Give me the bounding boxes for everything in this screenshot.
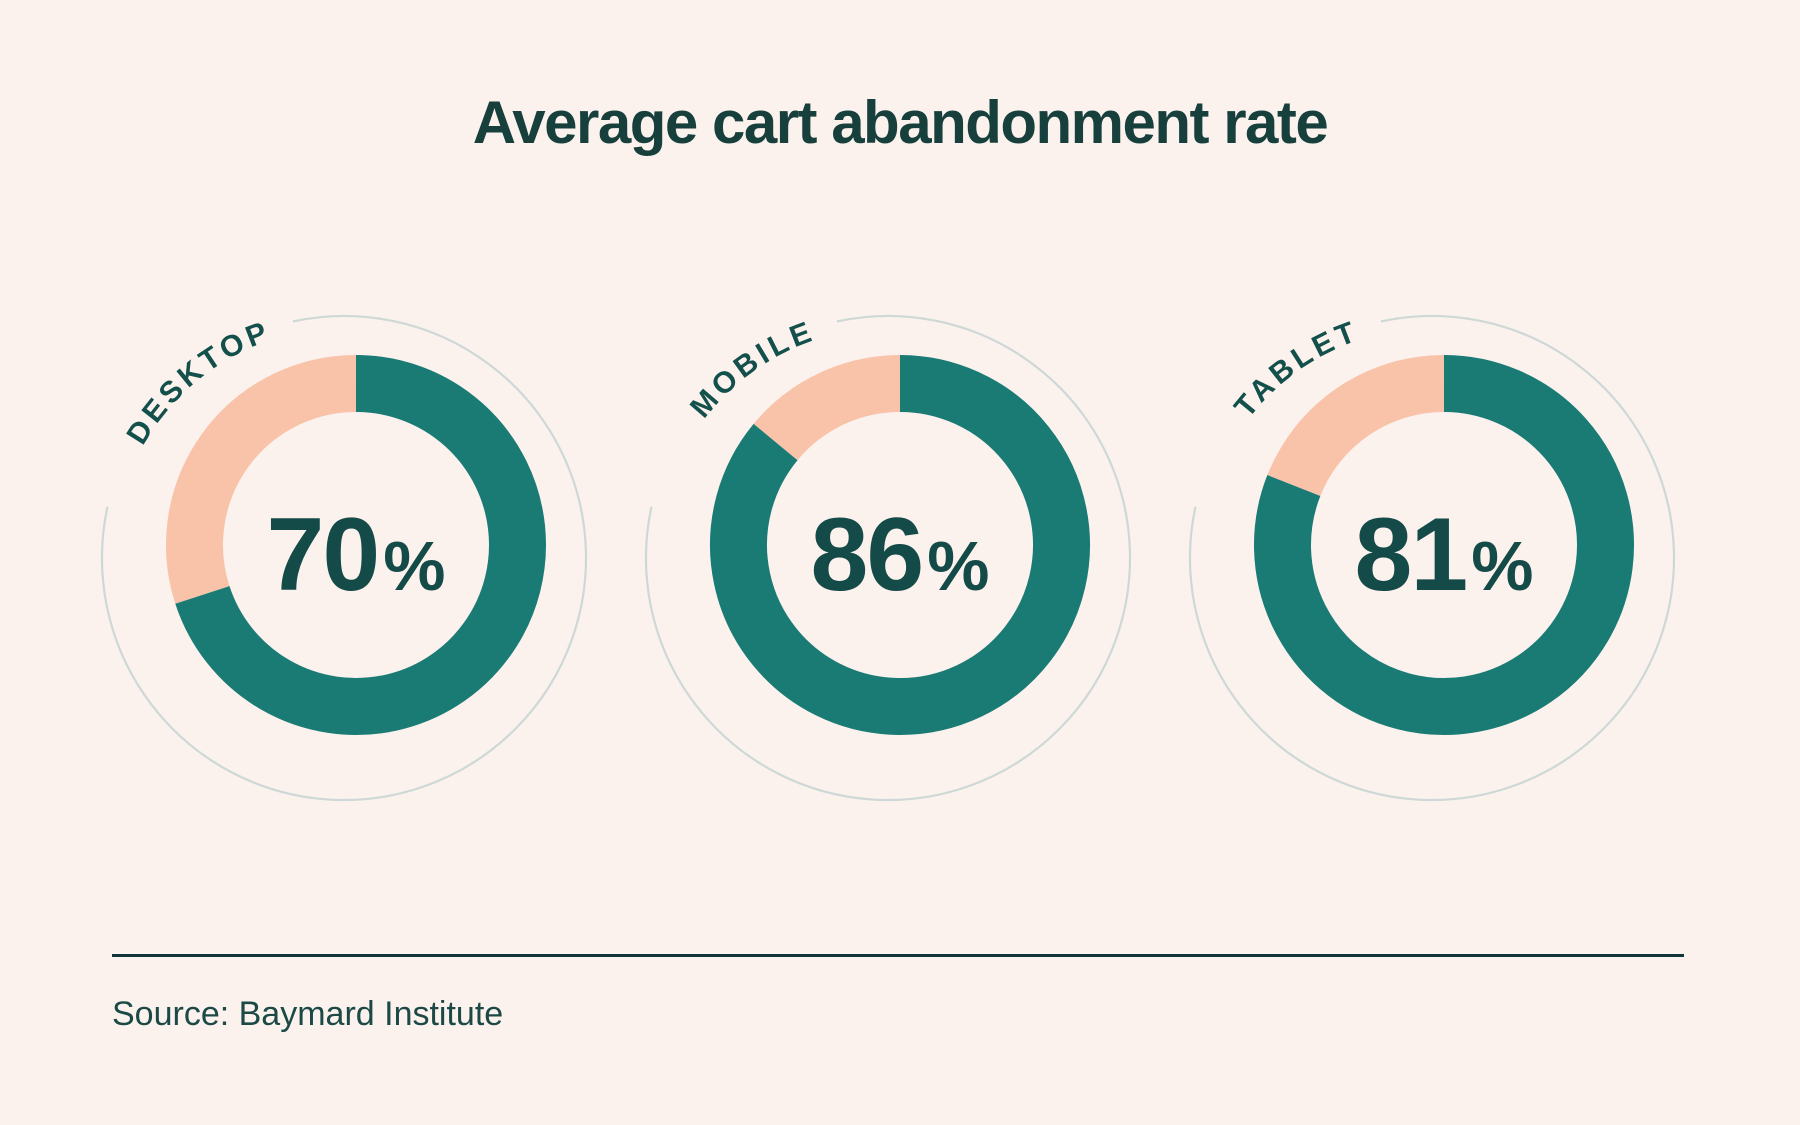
donut-value-text: 86% bbox=[811, 497, 990, 613]
donut-value-text: 81% bbox=[1355, 497, 1534, 613]
donut-value-text: 70% bbox=[267, 497, 446, 613]
donut-value-arc bbox=[175, 355, 546, 735]
donut-remainder-arc bbox=[1267, 355, 1445, 497]
donut-chart-desktop: 70% DESKTOP bbox=[100, 314, 588, 802]
donut-chart-mobile: 86% MOBILE bbox=[644, 314, 1132, 802]
guide-arc bbox=[1188, 314, 1676, 802]
guide-arc bbox=[100, 314, 588, 802]
divider-line bbox=[112, 954, 1684, 957]
donut-value-arc bbox=[710, 355, 1090, 735]
donut-charts-row: 70% DESKTOP 86% MOBILE 81% TABLET bbox=[90, 298, 1698, 818]
donut-value-arc bbox=[1254, 355, 1634, 735]
source-text: Source: Baymard Institute bbox=[112, 995, 504, 1033]
guide-arc bbox=[644, 314, 1132, 802]
donut-remainder-arc bbox=[166, 355, 357, 604]
page-title: Average cart abandonment rate bbox=[472, 89, 1329, 156]
donut-remainder-arc bbox=[753, 355, 901, 461]
donut-chart-tablet: 81% TABLET bbox=[1188, 314, 1676, 802]
